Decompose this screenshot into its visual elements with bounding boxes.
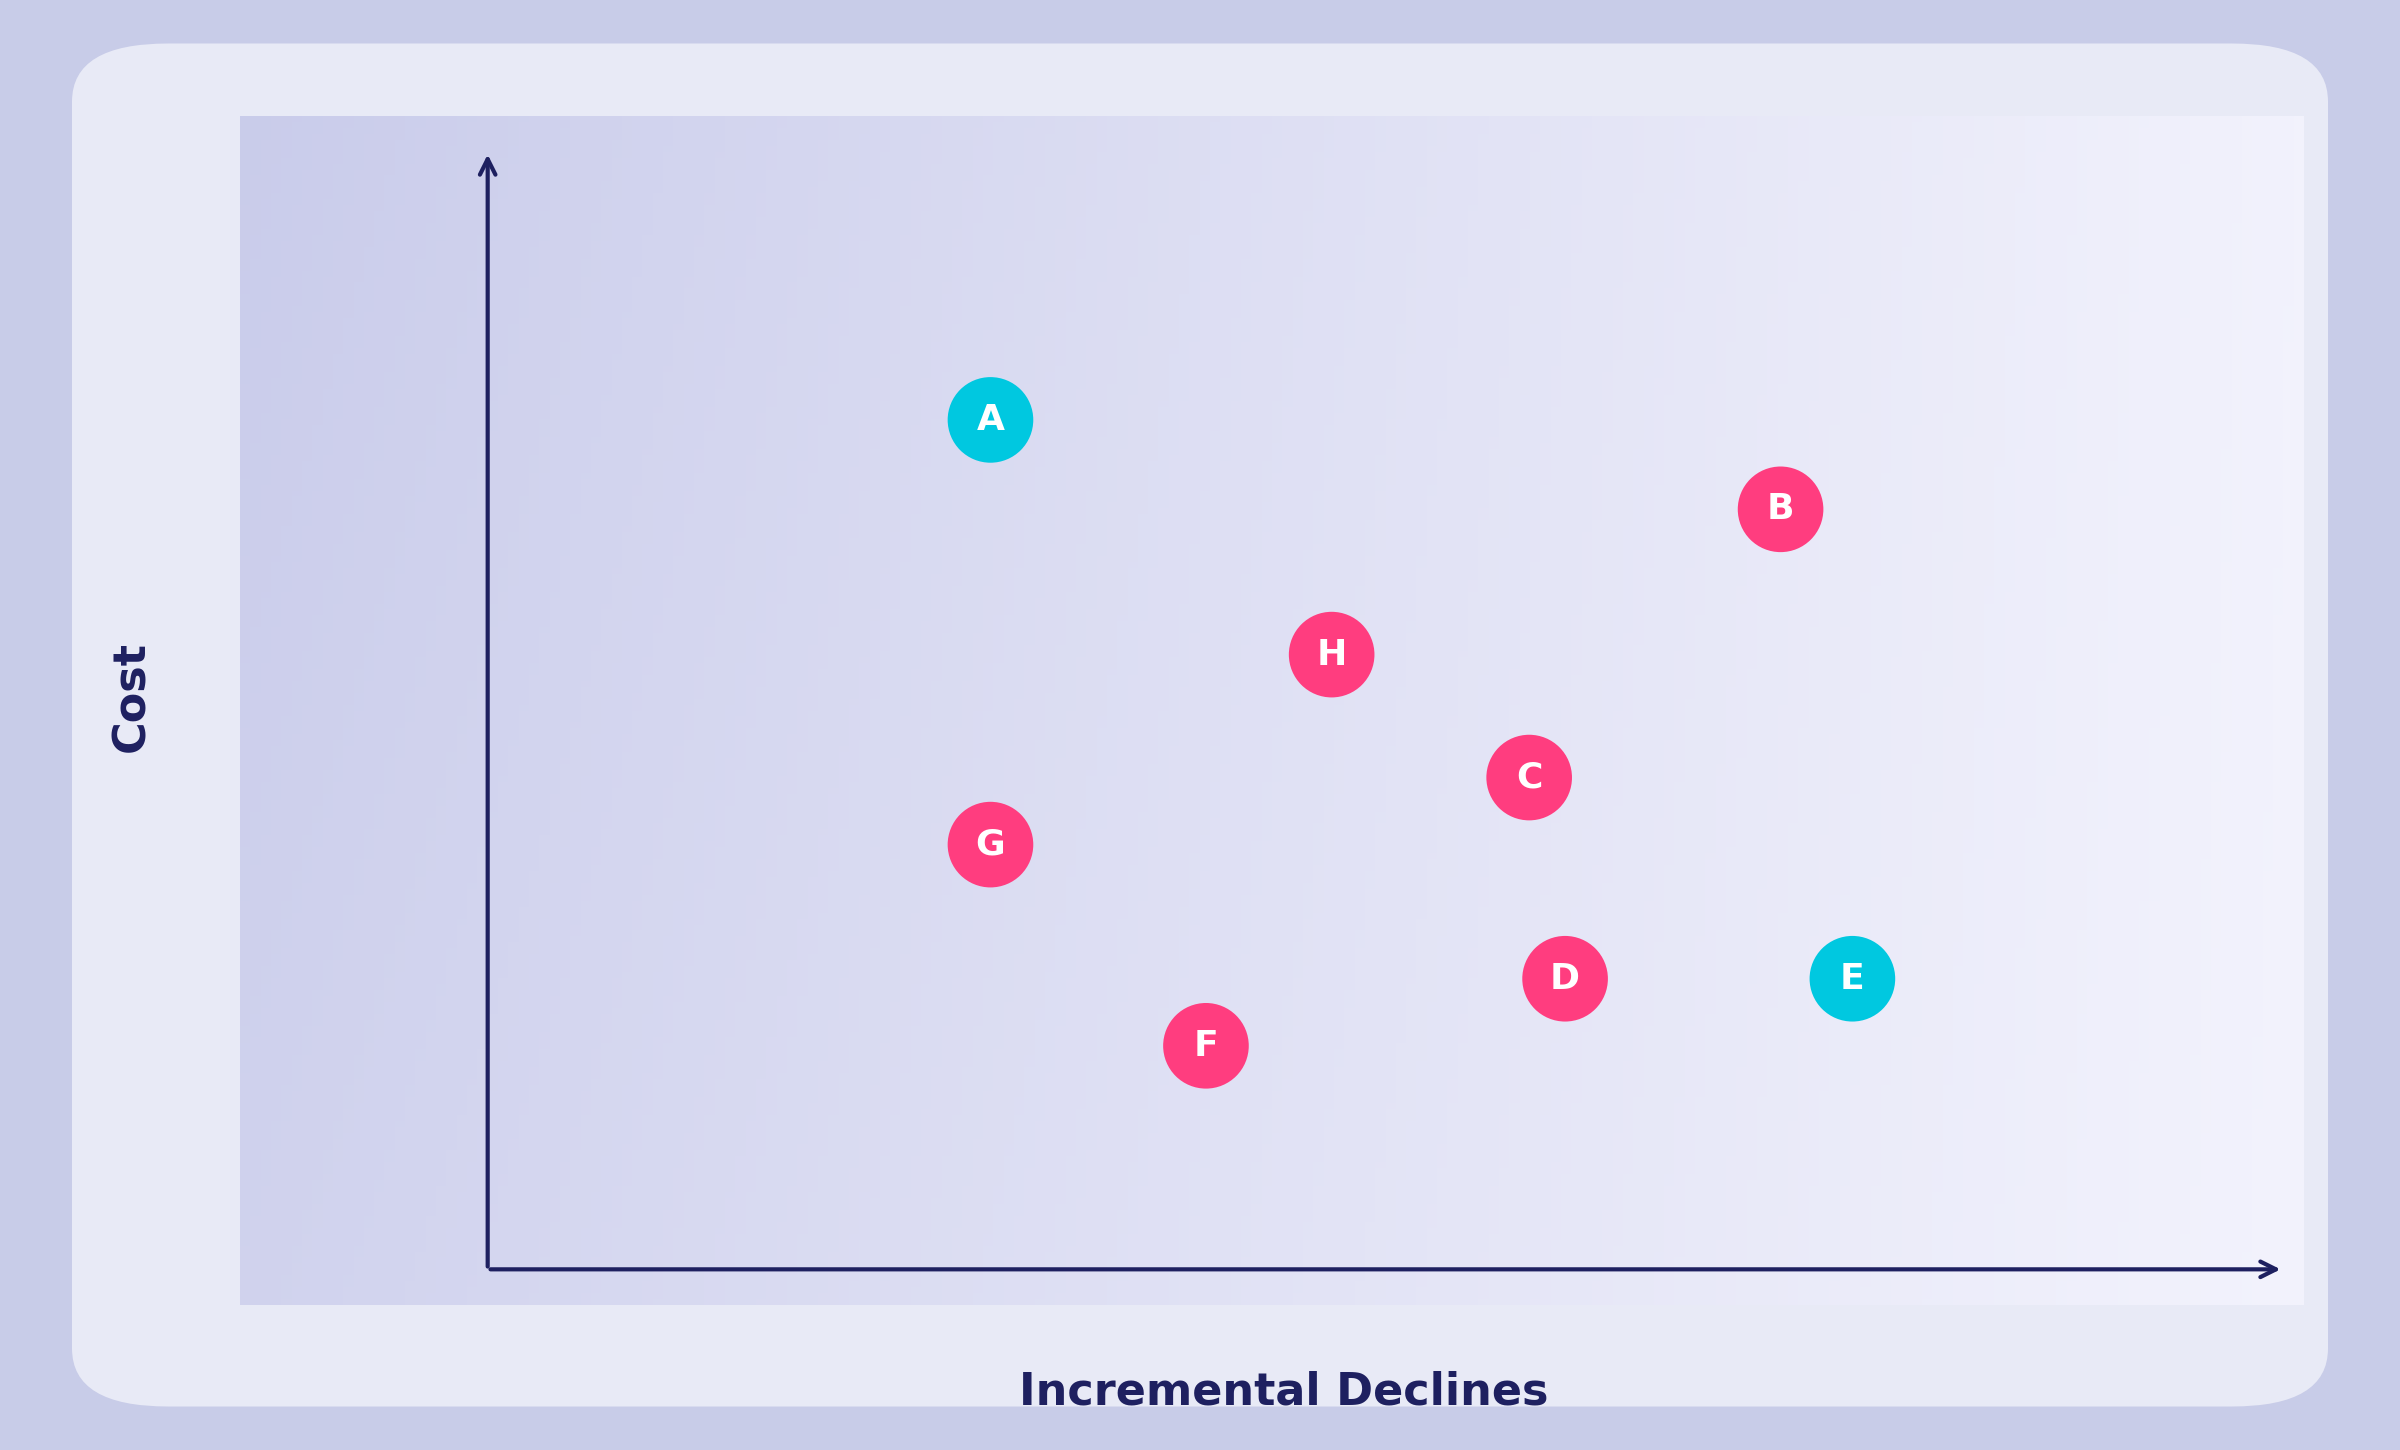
Point: [1510, 766, 1548, 789]
Point: [972, 409, 1010, 432]
Text: E: E: [1841, 961, 1865, 996]
Point: [1546, 967, 1584, 990]
Text: H: H: [1318, 638, 1346, 671]
Point: [972, 832, 1010, 856]
Point: [1762, 497, 1800, 521]
Text: Cost: Cost: [110, 641, 154, 751]
Text: A: A: [977, 403, 1006, 436]
Text: C: C: [1517, 761, 1543, 795]
Point: [1313, 642, 1351, 666]
Text: F: F: [1193, 1030, 1219, 1063]
Text: D: D: [1550, 961, 1579, 996]
Text: B: B: [1766, 493, 1795, 526]
Text: G: G: [977, 828, 1006, 861]
Text: Incremental Declines: Incremental Declines: [1020, 1370, 1548, 1414]
Point: [1186, 1034, 1224, 1057]
Point: [1834, 967, 1872, 990]
